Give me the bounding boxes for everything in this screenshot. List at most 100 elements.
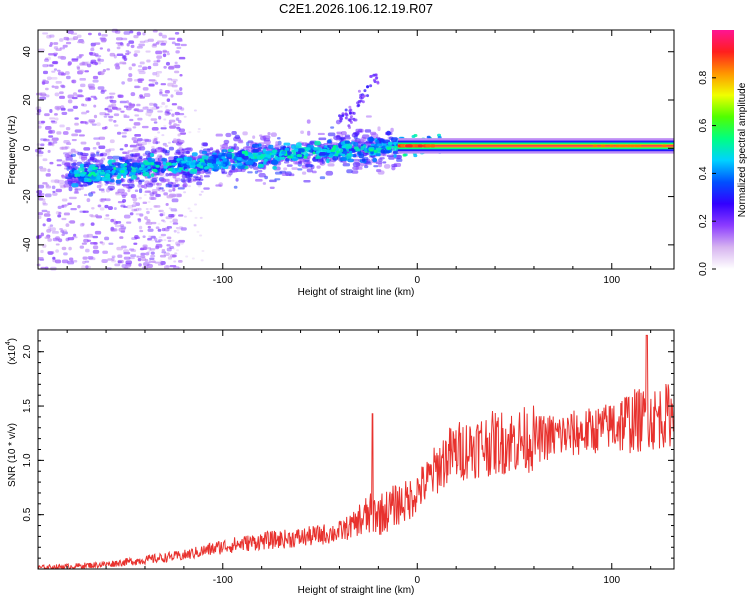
heatmap-cell xyxy=(174,111,180,116)
heatmap-cell xyxy=(121,132,127,135)
heatmap-cell xyxy=(36,92,43,96)
heatmap-cell xyxy=(97,57,101,62)
heatmap-cell xyxy=(115,42,121,45)
heatmap-cell xyxy=(155,194,162,197)
heatmap-cell xyxy=(130,249,137,252)
heatmap-cell xyxy=(65,126,71,131)
heatmap-cell xyxy=(174,167,179,171)
heatmap-cell xyxy=(176,231,180,234)
heatmap-cell xyxy=(79,163,85,168)
heatmap-cell xyxy=(194,216,198,219)
heatmap-cell xyxy=(171,113,175,117)
heatmap-cell xyxy=(258,173,266,178)
heatmap-cell xyxy=(147,38,154,42)
heatmap-cell xyxy=(55,188,63,193)
heatmap-cell xyxy=(89,175,96,180)
heatmap-cell xyxy=(266,151,271,155)
heatmap-cell xyxy=(290,153,294,157)
heatmap-cell xyxy=(171,113,175,116)
heatmap-cell xyxy=(600,144,605,147)
heatmap-cell xyxy=(147,142,151,145)
heatmap-cell xyxy=(283,142,291,146)
heatmap-cell xyxy=(346,153,352,157)
heatmap-cell xyxy=(151,189,158,193)
heatmap-cell xyxy=(128,40,135,44)
heatmap-cell xyxy=(104,236,110,241)
heatmap-cell xyxy=(303,155,308,159)
heatmap-cell xyxy=(149,111,153,114)
heatmap-cell xyxy=(80,83,86,88)
heatmap-cell xyxy=(57,214,62,218)
heatmap-cell xyxy=(111,257,115,261)
heatmap-cell xyxy=(171,195,175,198)
heatmap-cell xyxy=(74,129,82,133)
heatmap-cell xyxy=(59,124,65,128)
heatmap-cell xyxy=(147,200,151,203)
heatmap-cell xyxy=(119,100,127,104)
heatmap-cell xyxy=(257,169,263,173)
heatmap-cell xyxy=(116,246,123,251)
heatmap-cell xyxy=(100,90,105,94)
heatmap-cell xyxy=(98,188,105,191)
heatmap-cell xyxy=(123,31,131,35)
heatmap-cell xyxy=(146,59,151,63)
heatmap-cell xyxy=(154,205,158,208)
heatmap-cell xyxy=(86,198,91,203)
heatmap-cell xyxy=(83,61,90,65)
heatmap-cell xyxy=(37,257,44,261)
heatmap-cell xyxy=(177,119,182,124)
heatmap-cell xyxy=(369,84,373,88)
heatmap-cell xyxy=(109,139,115,144)
heatmap-cell xyxy=(262,135,271,140)
heatmap-cell xyxy=(99,171,106,175)
heatmap-cell xyxy=(171,239,175,242)
heatmap-cell xyxy=(114,263,121,267)
heatmap-cell xyxy=(201,162,206,166)
heatmap-cell xyxy=(286,164,293,167)
heatmap-cell xyxy=(158,236,162,239)
heatmap-cell xyxy=(174,70,180,74)
heatmap-cell xyxy=(79,78,87,81)
heatmap-cell xyxy=(390,127,394,133)
heatmap-cell xyxy=(349,120,353,124)
heatmap-cell xyxy=(113,113,120,117)
heatmap-cell xyxy=(98,159,104,164)
heatmap-cell xyxy=(134,189,139,193)
heatmap-cell xyxy=(99,207,105,211)
heatmap-cell xyxy=(84,70,90,73)
heatmap-cell xyxy=(167,141,171,144)
heatmap-cell xyxy=(81,111,87,115)
heatmap-cell xyxy=(106,152,110,156)
heatmap-cell xyxy=(178,226,184,230)
heatmap-cell xyxy=(104,198,111,202)
heatmap-cell xyxy=(184,168,189,172)
heatmap-cell xyxy=(200,190,204,193)
heatmap-cell xyxy=(144,190,151,193)
heatmap-cell xyxy=(117,254,123,258)
heatmap-cell xyxy=(81,242,87,245)
heatmap-cell xyxy=(336,131,343,135)
heatmap-cell xyxy=(43,213,51,217)
heatmap-cell xyxy=(59,47,65,50)
heatmap-cell xyxy=(177,187,185,190)
heatmap-cell xyxy=(81,157,86,162)
heatmap-cell xyxy=(284,147,290,151)
heatmap-cell xyxy=(176,37,183,42)
heatmap-cell xyxy=(80,141,87,145)
heatmap-cell xyxy=(619,144,624,147)
heatmap-cell xyxy=(178,139,185,144)
heatmap-cell xyxy=(77,205,81,209)
heatmap-cell xyxy=(79,245,85,249)
heatmap-cell xyxy=(81,40,85,44)
heatmap-cell xyxy=(168,168,173,172)
heatmap-cell xyxy=(144,39,149,43)
heatmap-cell xyxy=(169,265,177,268)
heatmap-cell xyxy=(151,177,158,183)
heatmap-cell xyxy=(36,154,43,157)
heatmap-cell xyxy=(61,259,69,264)
heatmap-cell xyxy=(144,162,151,166)
heatmap-cell xyxy=(90,95,97,98)
heatmap-cell xyxy=(173,139,178,144)
heatmap-cell xyxy=(175,117,180,122)
